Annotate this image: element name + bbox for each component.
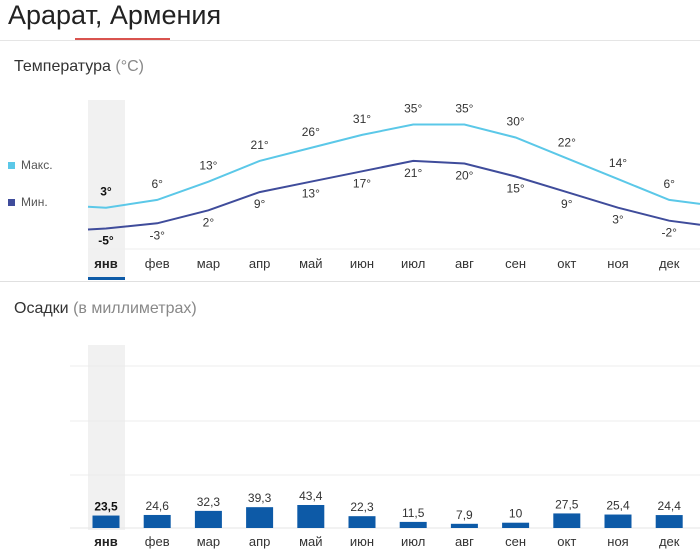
temp-month-tick: апр: [249, 256, 271, 271]
precip-bar: [297, 504, 325, 528]
precip-selected-column: [88, 345, 125, 530]
section-divider: [0, 281, 700, 282]
temp-month-tick: сен: [505, 256, 526, 271]
precip-value-label: 32,3: [197, 495, 221, 509]
legend-max-label: Макс.: [21, 158, 53, 172]
precip-month-tick: авг: [455, 534, 474, 549]
precip-value-label: 25,4: [606, 499, 630, 513]
temp-label-max: 3°: [100, 185, 112, 199]
temp-selected-column: [88, 100, 125, 280]
temperature-label: Температура: [14, 58, 111, 75]
temp-month-tick: окт: [557, 256, 576, 271]
precip-value-label: 10: [509, 507, 523, 521]
precipitation-section-title: Осадки (в миллиметрах): [14, 300, 197, 318]
precip-month-tick: янв: [94, 534, 117, 549]
temp-label-min: 20°: [455, 169, 473, 183]
precip-bar: [450, 523, 478, 528]
temp-label-max: 30°: [507, 115, 525, 129]
precip-value-label: 43,4: [299, 489, 323, 503]
temp-label-max: 6°: [151, 177, 163, 191]
title-accent-underline: [75, 38, 170, 41]
temp-label-min: 9°: [254, 197, 266, 211]
temp-label-min: 21°: [404, 166, 422, 180]
precip-month-tick: июл: [401, 534, 425, 549]
precip-bar: [348, 516, 376, 528]
temp-series-line-max: [87, 123, 700, 209]
temp-label-min: 13°: [302, 187, 320, 201]
temp-label-min: 15°: [507, 182, 525, 196]
precip-bar: [502, 522, 530, 528]
temp-label-min: -5°: [98, 234, 114, 248]
temp-month-tick: фев: [145, 256, 170, 271]
legend-min-swatch: [8, 198, 15, 206]
temp-month-tick: янв: [94, 256, 117, 271]
precip-value-label: 11,5: [402, 506, 425, 520]
precip-value-label: 24,6: [146, 499, 170, 513]
temp-month-tick: май: [299, 256, 322, 271]
temp-month-tick: ноя: [607, 256, 628, 271]
temp-label-min: 9°: [561, 197, 573, 211]
temp-label-min: 17°: [353, 176, 371, 190]
page-title: Арарат, Армения: [8, 0, 222, 30]
precip-bar: [655, 515, 683, 528]
temperature-unit: (°C): [115, 58, 144, 75]
precip-value-label: 27,5: [555, 497, 579, 511]
precip-value-label: 24,4: [658, 499, 682, 513]
legend-max-swatch: [8, 161, 15, 169]
selected-month-indicator: [88, 277, 125, 280]
precip-month-tick: мар: [197, 534, 220, 549]
temp-label-max: 35°: [455, 102, 473, 116]
temp-month-tick: мар: [197, 256, 220, 271]
precipitation-unit: (в миллиметрах): [73, 300, 197, 317]
precip-month-tick: июн: [350, 534, 374, 549]
precip-bar: [143, 514, 171, 528]
precip-month-tick: фев: [145, 534, 170, 549]
precip-month-tick: дек: [659, 534, 680, 549]
temp-label-min: 2°: [203, 215, 215, 229]
temp-label-max: 14°: [609, 156, 627, 170]
temp-label-max: 13°: [199, 159, 217, 173]
precip-value-label: 23,5: [94, 500, 118, 514]
temp-label-min: -3°: [149, 228, 165, 242]
precip-bar: [246, 507, 274, 528]
header-divider: [0, 40, 700, 41]
precip-bar: [399, 521, 427, 528]
legend-min-label: Мин.: [21, 195, 48, 209]
precip-month-tick: сен: [505, 534, 526, 549]
precip-month-tick: окт: [557, 534, 576, 549]
legend-max: Макс.: [8, 158, 53, 172]
temp-label-min: -2°: [661, 226, 677, 240]
temp-label-max: 21°: [251, 138, 269, 152]
precip-value-label: 39,3: [248, 491, 272, 505]
precip-bar: [194, 510, 222, 528]
temp-month-tick: дек: [659, 256, 680, 271]
temperature-section-title: Температура (°C): [14, 58, 144, 76]
temp-label-max: 22°: [558, 135, 576, 149]
precip-bar: [92, 515, 120, 528]
precip-value-label: 7,9: [456, 508, 473, 522]
precip-month-tick: май: [299, 534, 322, 549]
temp-label-max: 35°: [404, 102, 422, 116]
temp-month-tick: авг: [455, 256, 474, 271]
precip-bar: [553, 513, 581, 528]
precip-bar: [604, 514, 632, 528]
precip-month-tick: апр: [249, 534, 271, 549]
temp-label-max: 31°: [353, 112, 371, 126]
temp-label-max: 26°: [302, 125, 320, 139]
precip-value-label: 22,3: [350, 500, 374, 514]
temp-label-min: 3°: [612, 213, 624, 227]
legend-min: Мин.: [8, 195, 48, 209]
temp-series-line-min: [87, 159, 700, 231]
temp-month-tick: июл: [401, 256, 425, 271]
precipitation-label: Осадки: [14, 300, 69, 317]
temp-month-tick: июн: [350, 256, 374, 271]
temp-label-max: 6°: [663, 177, 675, 191]
precip-month-tick: ноя: [607, 534, 628, 549]
